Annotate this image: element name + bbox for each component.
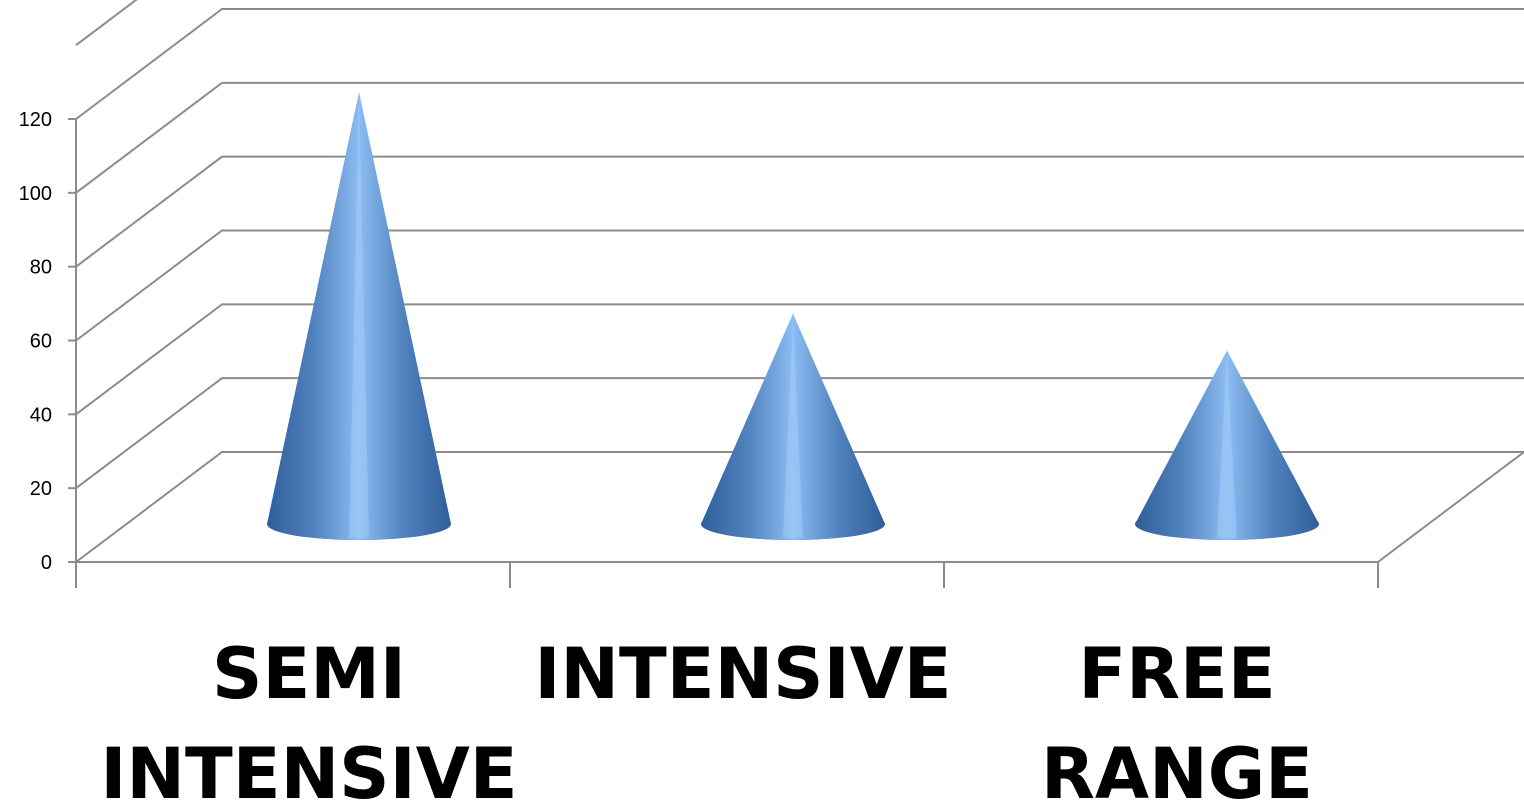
gridline-20 — [75, 377, 1524, 489]
floor-back-edge — [75, 451, 1524, 563]
cone-body-2 — [1135, 350, 1319, 540]
cone-1 — [701, 313, 885, 540]
y-tick-label-60: 60 — [30, 331, 52, 353]
y-tick-label-0: 0 — [41, 552, 52, 574]
cone-body-0 — [267, 92, 451, 540]
cone-highlight-0 — [349, 96, 369, 538]
cone-0 — [267, 92, 451, 540]
y-tick-label-100: 100 — [19, 183, 52, 205]
x-category-label-line: RANGE — [1041, 733, 1313, 808]
gridline-80 — [75, 155, 1524, 268]
y-tick-label-20: 20 — [30, 478, 52, 500]
gridline-120 — [75, 8, 1524, 120]
grid-layer — [75, 0, 1524, 489]
cone-body-1 — [701, 313, 885, 540]
y-tick-label-40: 40 — [30, 404, 52, 426]
gridline-60 — [75, 229, 1524, 342]
cone-marks — [267, 92, 1319, 540]
gridline-140 — [75, 0, 138, 46]
x-category-label-1: INTENSIVE — [534, 633, 951, 715]
x-category-label-line: INTENSIVE — [100, 733, 517, 808]
gridline-100 — [75, 81, 1524, 194]
x-category-label-line: FREE — [1078, 633, 1275, 715]
gridline-40 — [75, 303, 1524, 416]
x-category-label-2: FREE RANGE — [1041, 633, 1313, 808]
axis-layer — [68, 118, 1524, 588]
cone-2 — [1135, 350, 1319, 540]
y-tick-labels: 0 20 40 60 80 100 120 — [19, 109, 52, 574]
x-category-label-line: INTENSIVE — [534, 633, 951, 715]
cone-highlight-2 — [1217, 354, 1237, 538]
x-category-label-0: SEMI INTENSIVE — [100, 633, 517, 808]
y-tick-label-80: 80 — [30, 257, 52, 279]
floor-right-edge — [1377, 451, 1524, 563]
x-category-label-line: SEMI — [212, 633, 406, 715]
cone-highlight-1 — [783, 317, 803, 538]
y-tick-label-120: 120 — [19, 109, 52, 131]
